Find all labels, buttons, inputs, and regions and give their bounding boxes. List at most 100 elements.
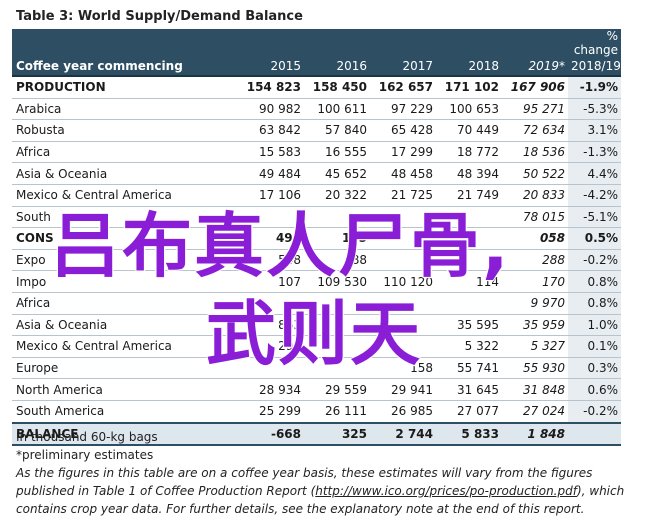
pct-change-cell: 0.8% [568,270,621,293]
table-cell: 25 299 [212,400,304,424]
table-cell [436,249,502,272]
year-header: 2018 [436,57,502,77]
pct-change-cell: -4.2% [568,184,621,207]
table-cell [436,206,502,229]
pct-change-cell: 0.8% [568,292,621,315]
table-cell: 100 653 [436,98,502,121]
table-cell: 15 583 [212,141,304,164]
table-cell: 20 322 [304,184,370,207]
table-cell: 110 120 [370,270,436,293]
table-cell: 167 906 [502,76,568,99]
overlay-caption-line1: 吕布真人尸骨, [49,204,511,288]
table-cell: 49 484 [212,162,304,185]
row-label: BALANCE [12,421,212,447]
table-cell: 125 [304,227,370,250]
year-header: 2017 [370,57,436,77]
table-row: South 78 015 -5.1% [12,206,621,229]
table-cell: 162 657 [370,76,436,99]
table-row: PRODUCTION 154 823 158 450 162 657 171 102 16… [12,76,621,99]
table-cell: 114 [436,270,502,293]
table-cell: 27 024 [502,400,568,424]
table-cell: 154 823 [212,76,304,99]
pct-change-cell: 1.0% [568,314,621,337]
table-cell [304,357,370,380]
table-cell: 70 449 [436,119,502,142]
table-row: Africa 9 970 0.8% [12,292,621,315]
table-row: Impo 107 109 530 110 120 114 170 0.8% [12,270,621,293]
table-cell: 48 458 [370,162,436,185]
pct-change-cell: 3.1% [568,119,621,142]
table-row: South America 25 299 26 111 26 985 27 077 27 … [12,400,621,424]
table-row: North America 28 934 29 559 29 941 31 645 31 … [12,378,621,401]
row-label: Asia & Oceania [12,314,212,337]
pct-change-cell: 0.3% [568,357,621,380]
pct-change-cell [568,421,621,447]
supply-demand-table: % change Coffee year commencing 2015 201… [12,29,621,447]
pct-change-cell: -0.2% [568,249,621,272]
table-cell: 29 941 [370,378,436,401]
table-cell [304,292,370,315]
table-cell [304,335,370,358]
row-label: CONS [12,227,212,250]
table-row: Mexico & Central America 17 106 20 322 21 7… [12,184,621,207]
table-cell: 100 611 [304,98,370,121]
table-cell: 28 934 [212,378,304,401]
note-text-b: ), which contains crop year data. For fu… [16,484,625,516]
table-cell: 35 959 [502,314,568,337]
table-cell: 55 930 [502,357,568,380]
row-label: Expo [12,249,212,272]
table-cell: 63 842 [212,119,304,142]
table-cell [212,292,304,315]
table-cell: 29 559 [304,378,370,401]
table-cell: 78 015 [502,206,568,229]
table-cell: 158 450 [304,76,370,99]
table-cell: 50 522 [502,162,568,185]
table-cell: 1 848 [502,421,568,447]
row-label: Africa [12,141,212,164]
table-cell: 26 111 [304,400,370,424]
row-label: Mexico & Central America [12,184,212,207]
pct-change-cell: 0.1% [568,335,621,358]
table-cell: 35 595 [436,314,502,337]
table-cell: 058 [502,227,568,250]
row-label: Impo [12,270,212,293]
row-label: Robusta [12,119,212,142]
table-cell [436,292,502,315]
table-cell: 16 555 [304,141,370,164]
overlay-caption-line2: 武则天 [205,292,422,376]
table-cell: 288 [502,249,568,272]
table-cell [304,314,370,337]
table-row: BALANCE -668 325 2 744 5 833 1 848 [12,421,621,447]
table-row: Europe 158 55 741 55 930 0.3% [12,357,621,380]
table-cell: 21 725 [370,184,436,207]
year-header: 2019* [502,57,568,77]
table-cell: -668 [212,421,304,447]
table-cell: 5 327 [502,335,568,358]
pct-change-label: % change [568,29,621,57]
row-label: South America [12,400,212,424]
table-cell: 55 741 [436,357,502,380]
pct-change-cell: -5.1% [568,206,621,229]
table-row: Arabica 90 982 100 611 97 229 100 653 95 271-… [12,98,621,121]
pct-change-cell: -1.9% [568,76,621,99]
table-cell: 18 536 [502,141,568,164]
table-cell [370,227,436,250]
table-cell: 20 833 [502,184,568,207]
table-cell: 17 299 [370,141,436,164]
table-cell: 31 645 [436,378,502,401]
pct-change-cell: 4.4% [568,162,621,185]
table-cell [370,314,436,337]
production-report-link[interactable]: http://www.ico.org/prices/po-production.… [315,484,577,498]
table-row: Africa 15 583 16 555 17 299 18 772 18 536 -1.3… [12,141,621,164]
table-cell: 863 [212,314,304,337]
table-cell: 5 833 [436,421,502,447]
table-cell: 170 [502,270,568,293]
table-cell: 9 970 [502,292,568,315]
header-row: Coffee year commencing 2015 2016 2017 20… [12,57,621,77]
table-cell: 158 [370,357,436,380]
table-cell: 95 271 [502,98,568,121]
row-label: Mexico & Central America [12,335,212,358]
table-cell: 109 530 [304,270,370,293]
table-cell [370,335,436,358]
row-label: Africa [12,292,212,315]
